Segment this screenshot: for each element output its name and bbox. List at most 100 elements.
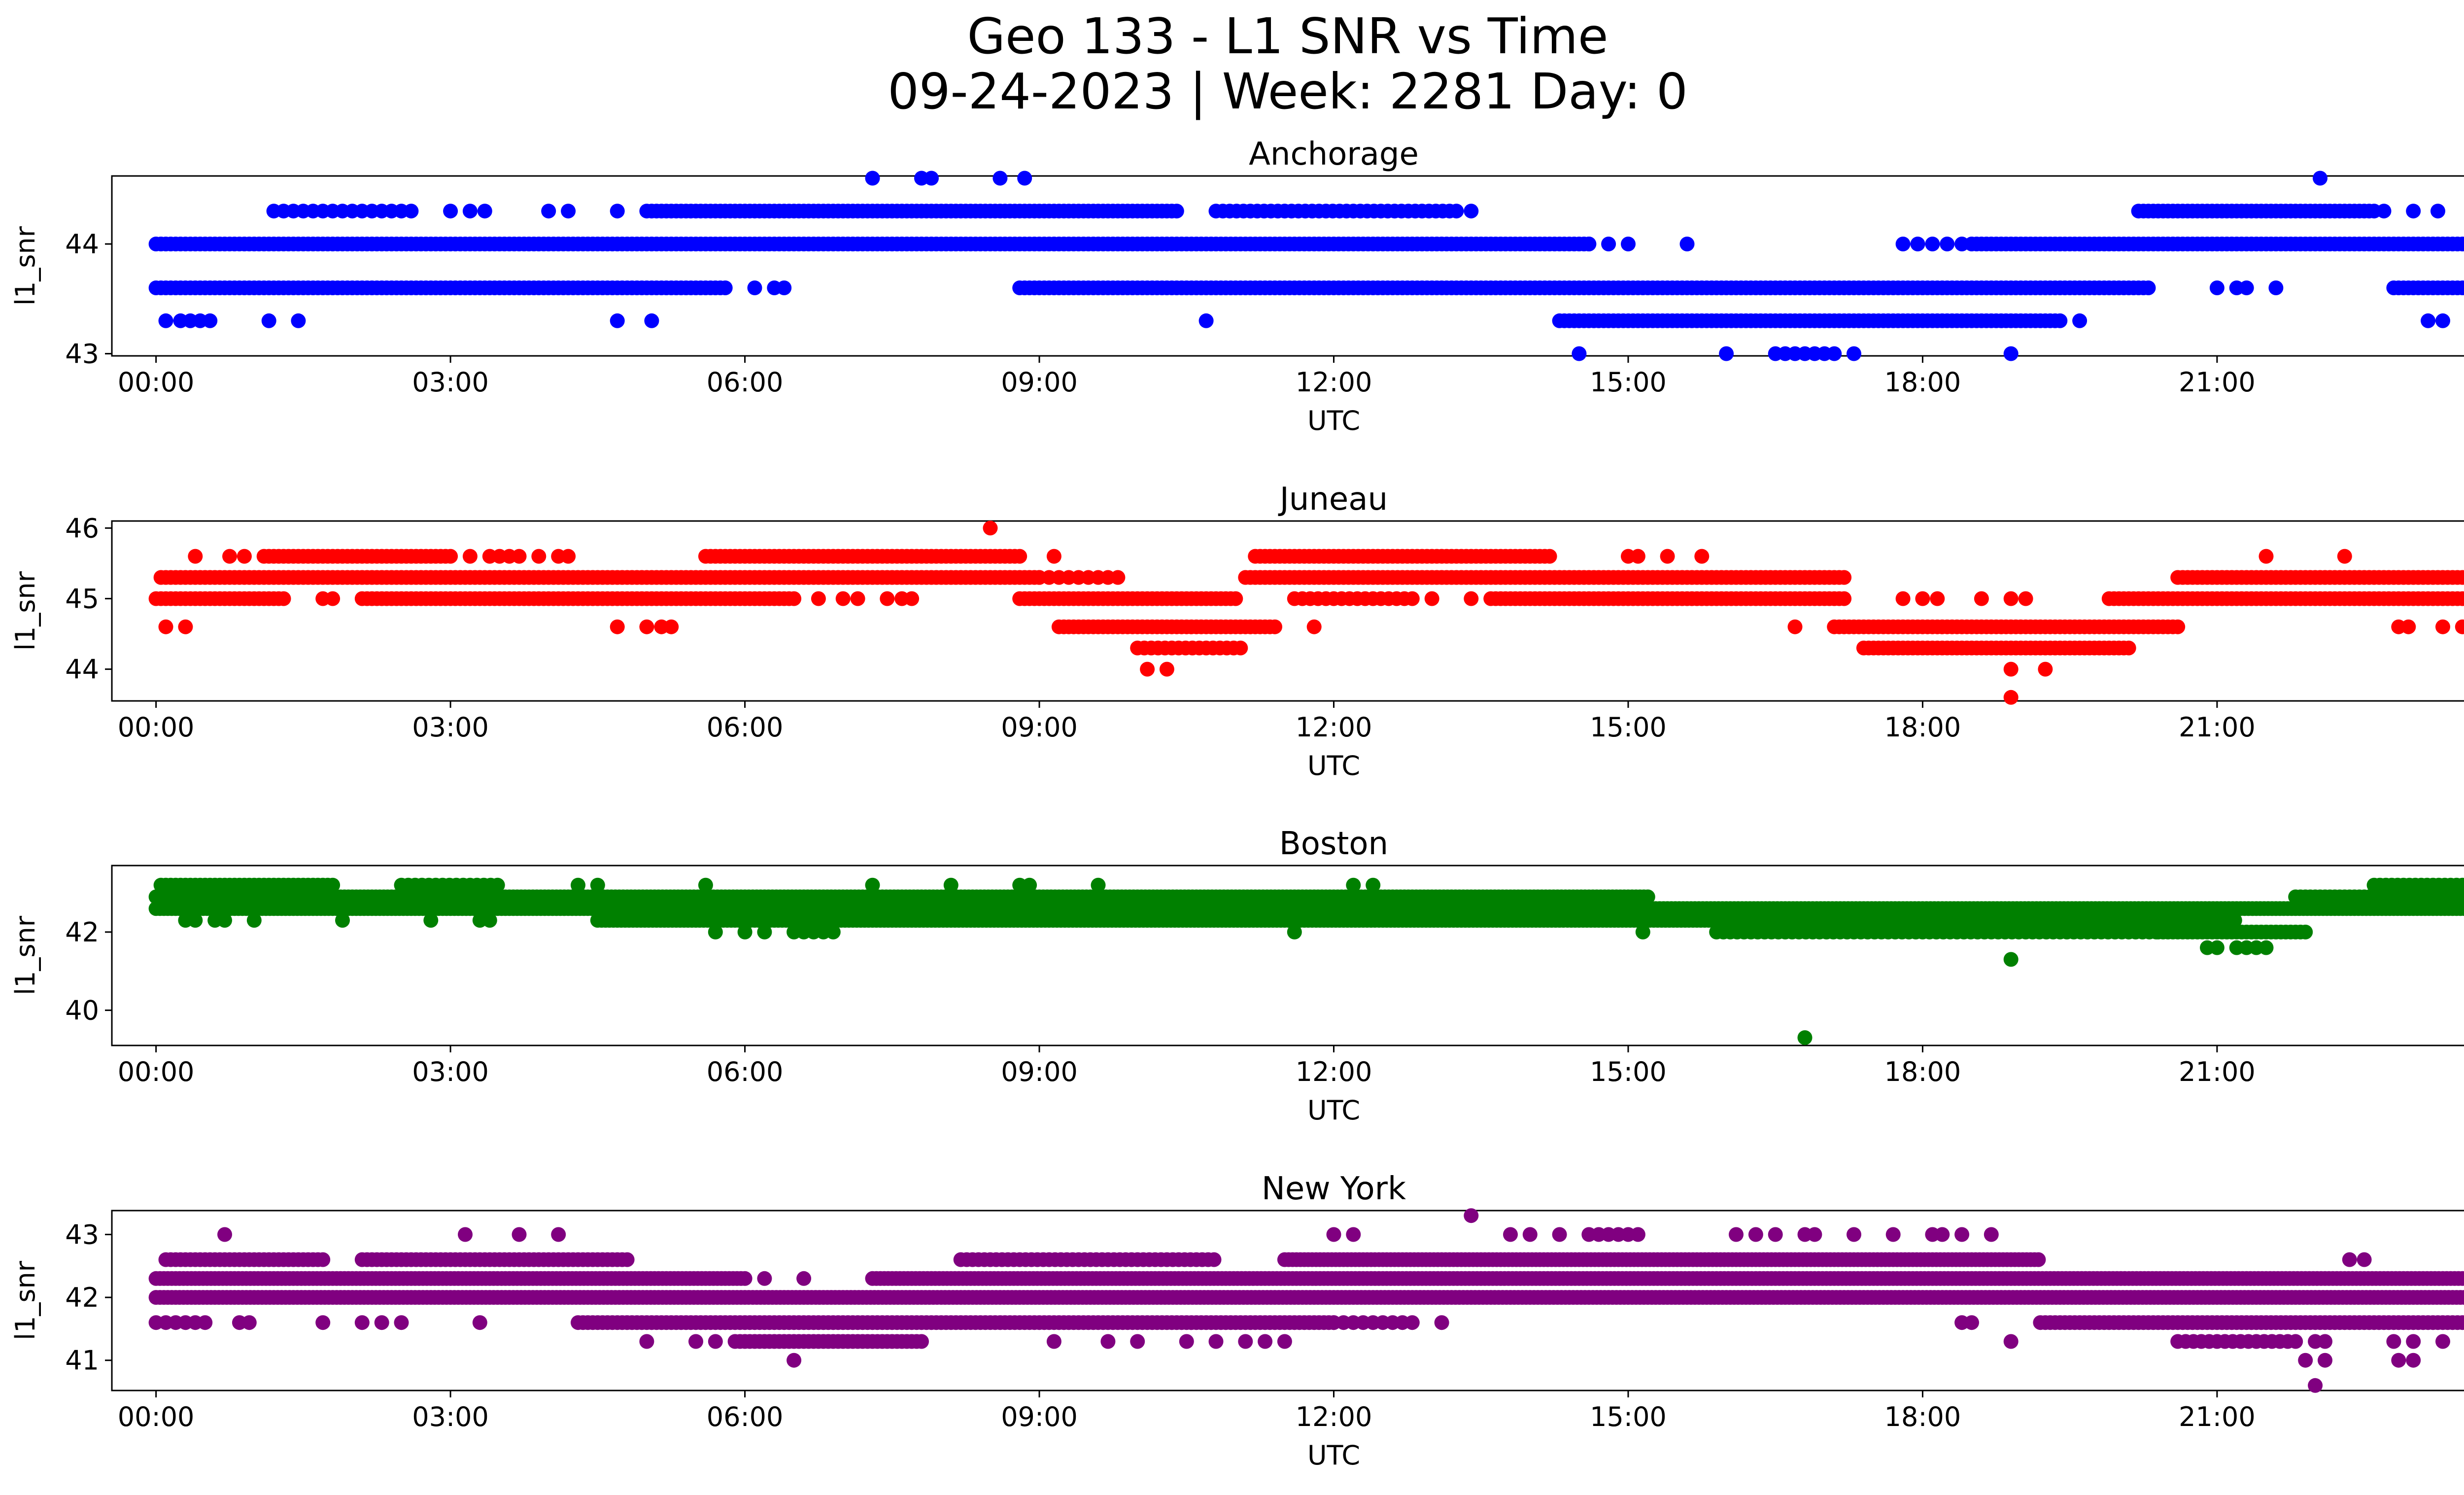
plot-frame [111,175,2464,357]
y-axis-label: l1_snr [10,226,41,306]
data-point [825,924,841,939]
data-point [2018,591,2033,606]
data-point [2460,571,2464,584]
x-tick-label: 12:00 [1296,1401,1372,1432]
x-tick-label: 03:00 [412,367,489,398]
x-tick-label: 09:00 [1001,712,1078,743]
data-point [1198,313,1214,328]
x-tick-label: 18:00 [1884,367,1961,398]
data-point [2003,591,2019,606]
data-point [880,591,895,606]
data-point [708,924,723,939]
x-tick-label: 06:00 [707,367,784,398]
data-point [325,877,341,893]
data-point [291,313,306,328]
data-point [2455,619,2464,634]
data-point [924,171,939,186]
data-point [1601,237,1616,251]
subplot-title: Anchorage [1249,136,1419,173]
x-tick-label: 06:00 [707,1056,784,1087]
data-point [590,877,605,893]
data-point [664,619,679,634]
data-point [1940,237,1955,251]
data-point [188,913,203,928]
data-point [188,549,203,564]
data-point [1159,661,1174,677]
data-point [1719,346,1734,361]
data-point [1404,591,1420,606]
data-point [2435,619,2450,634]
data-point [443,549,458,564]
data-point [325,591,341,606]
data-point [737,924,753,939]
x-tick-label: 15:00 [1590,1401,1667,1432]
data-point [610,313,625,328]
data-point [2003,952,2019,967]
data-point [246,913,262,928]
data-point [1287,924,1302,939]
figure-title-line-1: Geo 133 - L1 SNR vs Time [967,7,1608,65]
data-point [2430,204,2445,219]
data-point [158,619,173,634]
data-point [718,280,733,295]
data-point [835,591,851,606]
data-point [2121,640,2136,656]
x-tick-label: 03:00 [412,712,489,743]
data-point [2038,661,2053,677]
data-point [561,549,576,564]
data-point [178,619,193,634]
x-tick-label: 12:00 [1296,712,1372,743]
x-tick-label: 18:00 [1884,1056,1961,1087]
data-point [404,204,419,219]
data-point [1895,591,1911,606]
data-point [477,204,492,219]
data-point [1306,619,1322,634]
data-point [2406,204,2421,219]
y-tick-label: 40 [65,995,99,1026]
data-point [1635,924,1650,939]
data-point [1974,591,1989,606]
scatter-points [148,877,2464,1045]
data-point [904,591,920,606]
data-point [610,204,625,219]
data-point [777,280,792,295]
data-point [1660,549,1675,564]
data-point [2460,281,2464,295]
data-point [610,619,625,634]
data-point [1228,591,1243,606]
data-point [1679,237,1695,251]
x-axis-label: UTC [1307,750,1360,781]
figure-title-line-2: 09-24-2023 | Week: 2281 Day: 0 [888,63,1688,120]
y-tick-label: 46 [65,513,99,544]
data-point [2170,619,2186,634]
x-tick-label: 09:00 [1001,367,1078,398]
data-point [1022,877,1037,893]
y-tick-label: 45 [65,583,99,614]
data-point [983,521,998,536]
data-point [1895,237,1911,251]
data-point [1847,346,1861,361]
data-point [737,1271,753,1286]
subplot-title: Juneau [1278,481,1388,518]
x-tick-label: 03:00 [412,1401,489,1432]
data-point [2003,346,2019,361]
data-point [2460,237,2464,251]
data-point [1464,204,1479,219]
data-point [1910,237,1925,251]
x-tick-label: 15:00 [1590,712,1667,743]
data-point [1837,591,1852,606]
data-point [1366,877,1381,893]
data-point [2209,280,2224,295]
x-tick-label: 21:00 [2179,1056,2256,1087]
data-point [1449,204,1464,219]
data-point [1140,661,1155,677]
data-point [462,549,478,564]
data-point [2053,313,2068,328]
data-point [1925,237,1940,251]
data-point [2003,661,2019,677]
x-axis-label: UTC [1307,1440,1360,1471]
data-point [747,280,762,295]
data-point [1572,346,1587,361]
